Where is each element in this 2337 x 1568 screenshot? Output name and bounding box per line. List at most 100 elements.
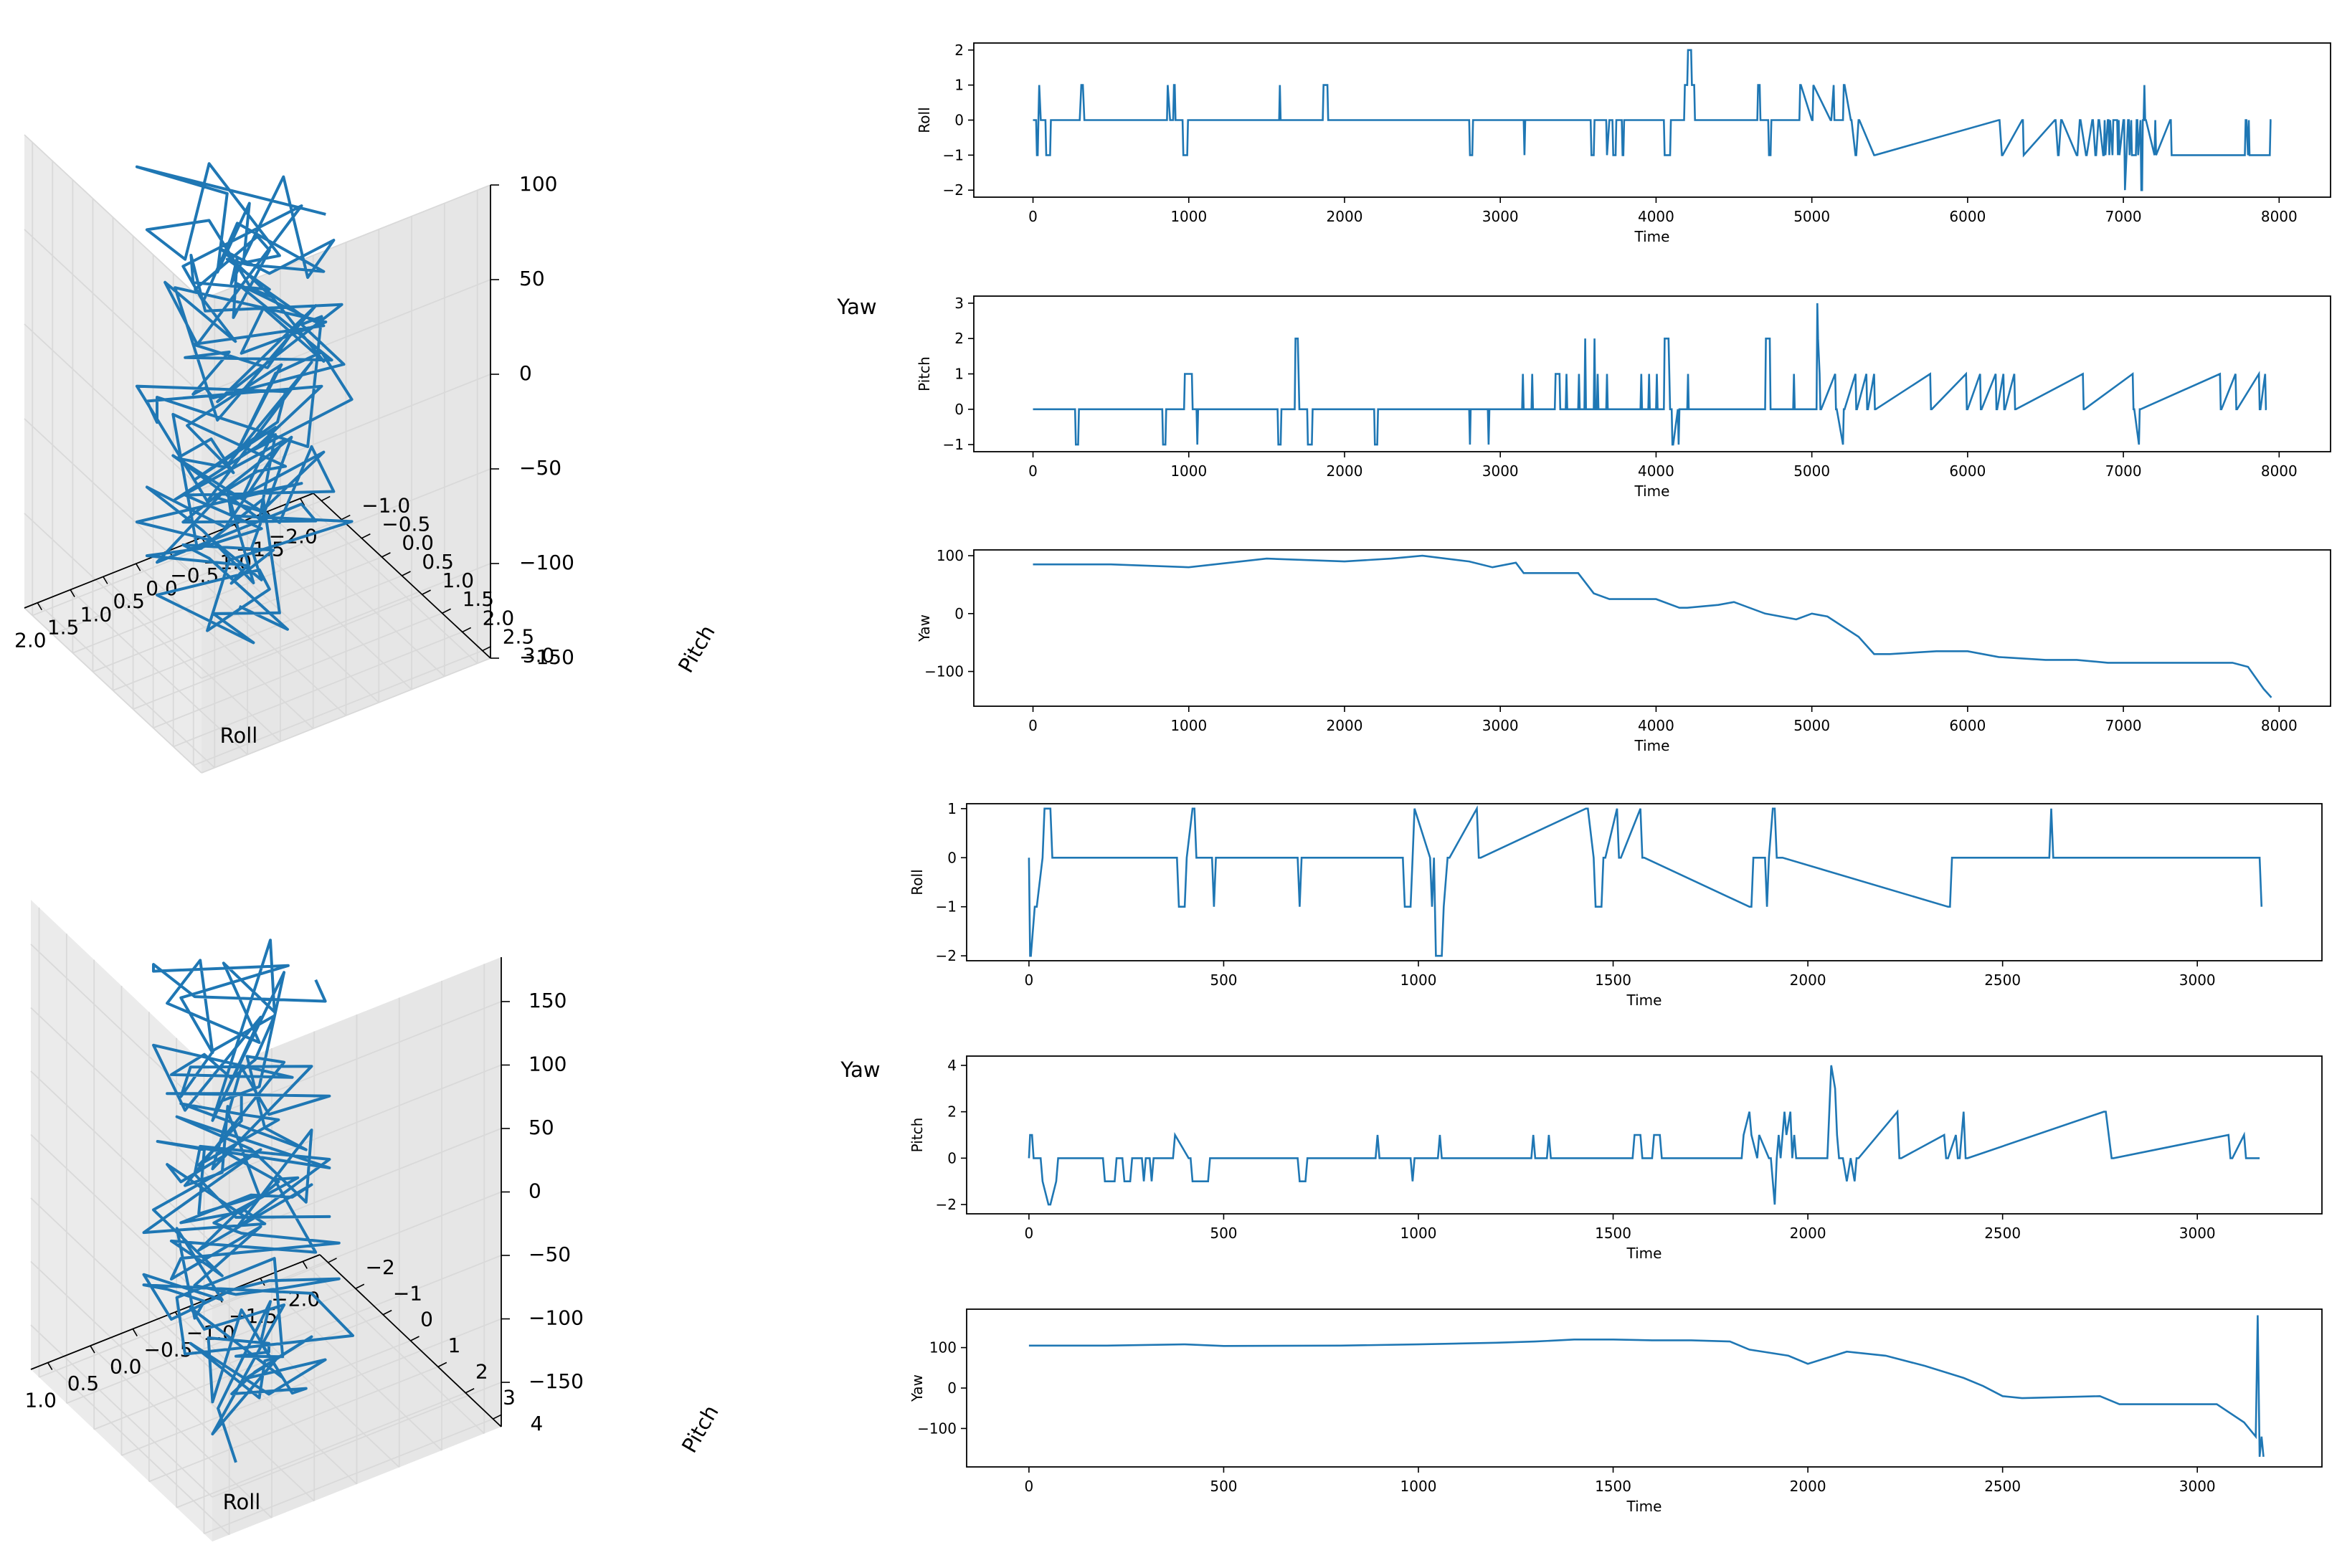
panel-pitch-1: 0 1000 2000 3000 4000 5000 6000 7000 8000 −1 0 1 2 3 T… [916,295,2331,500]
roll-tick-label: 0.0 [110,1355,142,1379]
panel-roll-2: 0 500 1000 1500 2000 2500 3000 −2 −1 0 1 Time Roll [909,800,2323,1009]
y-tick-label: 3 [954,295,964,312]
pitch-tick-mark [410,1336,419,1341]
pitch-tick-mark [482,645,492,652]
x-axis-label: Time [1634,737,1670,754]
grid-z-left [30,1134,213,1308]
yaw-tick-label: −150 [519,645,574,669]
axes-frame [973,549,2331,707]
trajectory-line [135,162,354,645]
roll-axis-label: Roll [220,723,258,748]
x-tick-label: 2500 [1984,1225,2021,1242]
roll-tick-label: 1.5 [47,616,80,640]
grid-z-back [201,563,491,679]
grid-y-floor [66,1288,356,1405]
pitch-tick-label: 2 [475,1359,488,1383]
roll-tick-label: 0.5 [67,1372,100,1395]
grid-y-floor [193,650,483,766]
x-tick-label: 6000 [1949,717,1986,734]
yaw-tick-label: −150 [528,1369,584,1393]
y-tick-label: 2 [954,42,964,59]
x-tick-label: 1000 [1170,208,1207,225]
y-tick-label: 1 [947,800,957,817]
pitch-tick-label: 2.0 [483,606,515,629]
pitch-tick-mark [437,1362,447,1368]
series-line-pitch [1033,303,2267,446]
grid-y-floor [173,631,463,748]
y-tick-label: −1 [943,436,964,453]
roll-tick-mark [136,563,141,571]
x-tick-label: 0 [1025,971,1034,989]
panel-roll-1: 0 1000 2000 3000 4000 5000 6000 7000 8000 −2 −1 0 1 2… [916,42,2331,245]
x-tick-label: 2000 [1790,1225,1826,1242]
x-tick-label: 3000 [2179,1478,2216,1495]
yaw-tick-label: 100 [519,172,557,196]
yaw-tick-label: −50 [519,456,561,480]
panel-pitch-2: 0 500 1000 1500 2000 2500 3000 −2 0 2 4 Time Pitch [909,1055,2323,1262]
x-tick-label: 2000 [1790,1478,1826,1495]
grid-z-back [201,657,491,774]
roll-tick-label: 0.5 [113,589,145,613]
pitch-tick-label: 1.5 [463,587,495,611]
x-tick-label: 4000 [1638,717,1674,734]
pitch-tick-mark [355,1283,365,1289]
y-tick-label: −100 [917,1420,957,1437]
x-tick-label: 8000 [2261,208,2298,225]
x-tick-label: 4000 [1638,208,1674,225]
y-tick-label: 0 [954,605,964,622]
roll-tick-mark [70,589,75,597]
series-line-roll [1033,49,2272,191]
x-tick-label: 5000 [1793,208,1830,225]
roll-tick-label: 1.0 [24,1389,57,1412]
yaw-tick-label: 0 [519,361,532,385]
yaw-axis-label: Yaw [840,1058,880,1082]
yaw-tick-label: 50 [528,1116,554,1139]
y-axis-label: Yaw [909,1374,926,1402]
y-tick-label: 0 [947,1149,957,1167]
trajectory-line [142,939,354,1463]
series-line-roll [1028,805,2263,957]
grid-z-left [30,1260,213,1435]
y-tick-label: −100 [924,663,964,680]
yaw-tick-label: 50 [519,267,545,290]
pitch-tick-label: 1 [448,1334,461,1357]
grid-z-left [30,1070,213,1244]
y-tick-label: 1 [954,77,964,94]
x-tick-label: 1500 [1595,1225,1631,1242]
y-tick-label: 100 [937,547,964,564]
x-axis-label: Time [1634,483,1670,500]
roll-tick-mark [103,576,108,584]
pitch-tick-mark [422,589,431,595]
pitch-tick-mark [341,514,351,521]
grid-z-left [24,323,202,490]
x-tick-label: 7000 [2105,208,2142,225]
grid-z-back [212,1318,502,1435]
roll-tick-label: 2.0 [14,629,47,652]
grid-y-floor [153,612,442,729]
roll-tick-mark [302,1261,308,1269]
grid-z-left [30,944,213,1117]
x-tick-label: 5000 [1793,462,1830,480]
grid-z-left [24,513,202,679]
pitch-tick-label: −1.0 [361,493,410,517]
y-tick-label: −1 [936,898,957,916]
panel-yaw-2: 0 500 1000 1500 2000 2500 3000 −100 0 100 Time Yaw [909,1308,2323,1515]
x-tick-label: 1500 [1595,971,1631,989]
grid-z-back [212,1255,502,1371]
grid-y-floor [204,1418,493,1534]
yaw-tick-label: −50 [528,1242,571,1266]
pitch-tick-label: 3.0 [523,644,555,667]
y-tick-label: 2 [954,330,964,347]
pitch-tick-label: 4 [531,1412,544,1435]
pitch-tick-mark [321,495,331,502]
x-tick-label: 1000 [1170,717,1207,734]
y-tick-label: −2 [936,947,957,964]
grid-z-back [201,184,491,300]
pitch-tick-mark [442,608,451,614]
grid-y-floor [113,575,402,691]
pitch-tick-mark [402,571,411,576]
roll-tick-mark [37,602,43,611]
grid-y-floor [148,1366,439,1483]
x-tick-label: 6000 [1949,462,1986,480]
